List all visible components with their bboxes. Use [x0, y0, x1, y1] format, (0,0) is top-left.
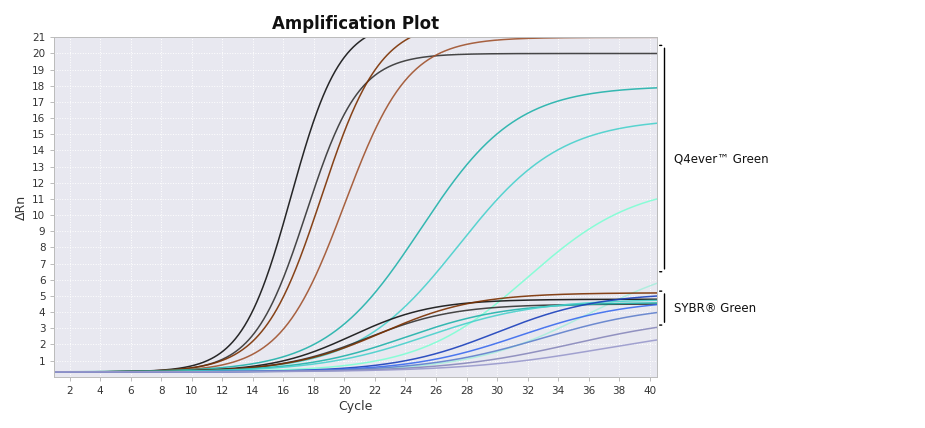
- Title: Amplification Plot: Amplification Plot: [272, 15, 439, 33]
- Text: SYBR® Green: SYBR® Green: [673, 302, 756, 315]
- X-axis label: Cycle: Cycle: [339, 400, 373, 413]
- Y-axis label: ΔRn: ΔRn: [15, 194, 28, 220]
- Text: Q4ever™ Green: Q4ever™ Green: [673, 152, 768, 165]
